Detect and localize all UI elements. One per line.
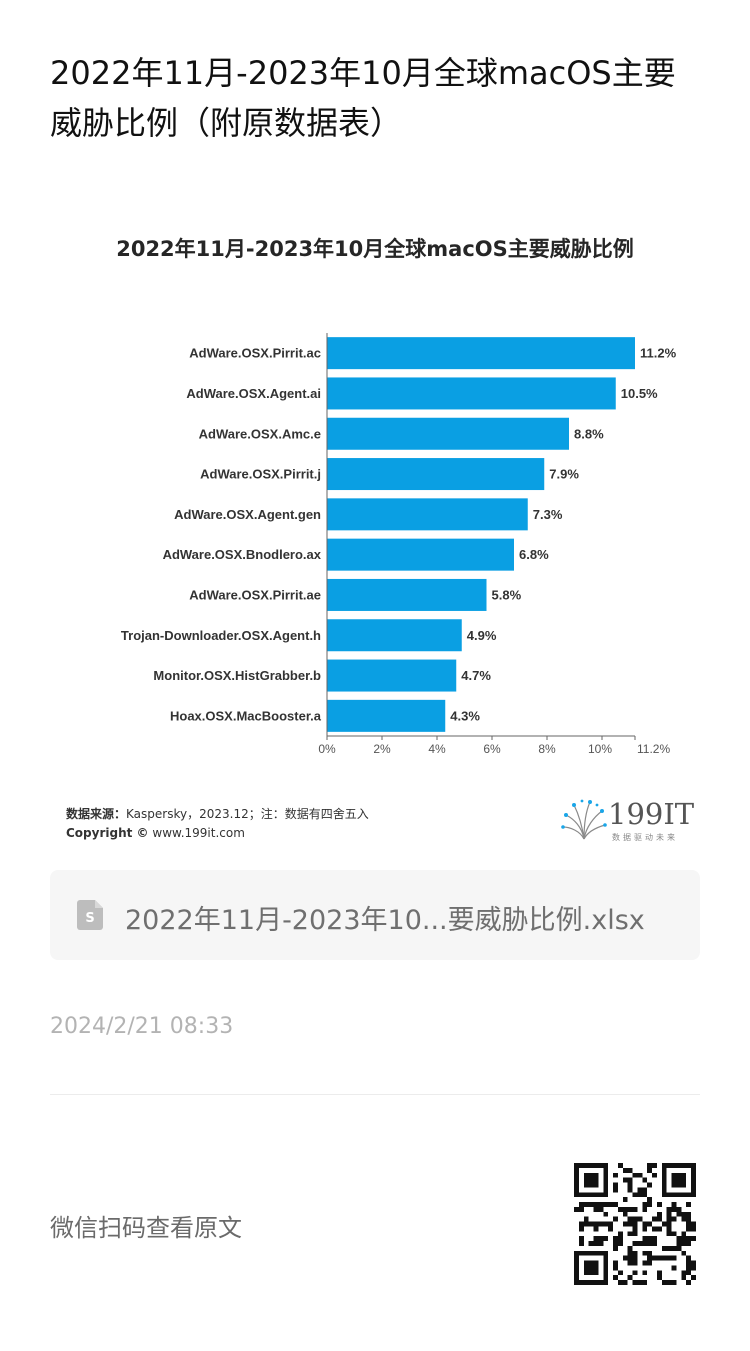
bar bbox=[327, 337, 635, 370]
category-label: AdWare.OSX.Bnodlero.ax bbox=[163, 547, 322, 562]
bar bbox=[327, 458, 545, 491]
bar bbox=[327, 538, 514, 571]
publish-timestamp: 2024/2/21 08:33 bbox=[50, 1014, 234, 1039]
bar bbox=[327, 699, 446, 732]
value-label: 6.8% bbox=[519, 547, 549, 562]
attachment-file-name[interactable]: 2022年11月-2023年10...要威胁比例.xlsx bbox=[125, 905, 645, 936]
value-label: 7.9% bbox=[549, 467, 579, 482]
category-label: Trojan-Downloader.OSX.Agent.h bbox=[121, 628, 321, 643]
bar bbox=[327, 417, 569, 450]
category-label: Hoax.OSX.MacBooster.a bbox=[170, 708, 322, 723]
brand-logo: 199IT 数据驱动未来 bbox=[560, 795, 700, 845]
copyright-label: Copyright © bbox=[66, 826, 149, 840]
chart-image: 2022年11月-2023年10月全球macOS主要威胁比例 AdWare.OS… bbox=[50, 215, 700, 855]
data-source: 数据来源：Kaspersky，2023.12；注：数据有四舍五入 bbox=[66, 805, 369, 822]
attachment-file-card[interactable]: S 2022年11月-2023年10...要威胁比例.xlsx bbox=[50, 870, 700, 960]
qr-code-icon[interactable] bbox=[574, 1163, 696, 1285]
category-label: AdWare.OSX.Amc.e bbox=[199, 426, 321, 441]
svg-text:S: S bbox=[85, 911, 94, 926]
x-tick-label: 6% bbox=[483, 742, 501, 756]
category-label: AdWare.OSX.Agent.ai bbox=[186, 386, 321, 401]
value-label: 4.9% bbox=[467, 628, 497, 643]
value-label: 8.8% bbox=[574, 426, 604, 441]
bar-chart: AdWare.OSX.Pirrit.ac 11.2% AdWare.OSX.Agen… bbox=[121, 333, 677, 756]
dandelion-logo-icon bbox=[561, 799, 607, 840]
x-tick-label: 2% bbox=[373, 742, 391, 756]
category-label: AdWare.OSX.Pirrit.ae bbox=[189, 587, 321, 602]
value-label: 4.3% bbox=[450, 708, 480, 723]
x-tick-label: 11.2% bbox=[637, 742, 670, 756]
copyright: Copyright © www.199it.com bbox=[66, 826, 245, 840]
x-tick-label: 4% bbox=[428, 742, 446, 756]
value-label: 4.7% bbox=[461, 668, 491, 683]
bar bbox=[327, 377, 616, 410]
bar bbox=[327, 578, 487, 611]
copyright-url: www.199it.com bbox=[152, 826, 245, 840]
value-label: 5.8% bbox=[492, 587, 522, 602]
article-title: 2022年11月-2023年10月全球macOS主要威胁比例（附原数据表） bbox=[50, 54, 676, 142]
category-label: AdWare.OSX.Pirrit.ac bbox=[189, 346, 321, 361]
bar bbox=[327, 659, 457, 692]
divider bbox=[50, 1094, 700, 1095]
brand-name: 199IT bbox=[608, 797, 695, 831]
category-label: AdWare.OSX.Pirrit.j bbox=[200, 467, 321, 482]
qr-hint-text: 微信扫码查看原文 bbox=[50, 1214, 242, 1242]
category-label: AdWare.OSX.Agent.gen bbox=[174, 507, 321, 522]
x-tick-label: 0% bbox=[318, 742, 336, 756]
value-label: 10.5% bbox=[621, 386, 658, 401]
chart-title: 2022年11月-2023年10月全球macOS主要威胁比例 bbox=[116, 237, 634, 261]
bar bbox=[327, 619, 462, 652]
spreadsheet-file-icon: S bbox=[77, 900, 103, 930]
data-source-label: 数据来源： bbox=[66, 807, 127, 821]
data-source-text: Kaspersky，2023.12；注：数据有四舍五入 bbox=[126, 807, 369, 821]
value-label: 7.3% bbox=[533, 507, 563, 522]
category-label: Monitor.OSX.HistGrabber.b bbox=[153, 668, 321, 683]
bar bbox=[327, 498, 528, 531]
x-tick-label: 8% bbox=[538, 742, 556, 756]
brand-slogan: 数据驱动未来 bbox=[612, 833, 678, 842]
value-label: 11.2% bbox=[640, 346, 677, 361]
x-tick-label: 10% bbox=[588, 742, 612, 756]
